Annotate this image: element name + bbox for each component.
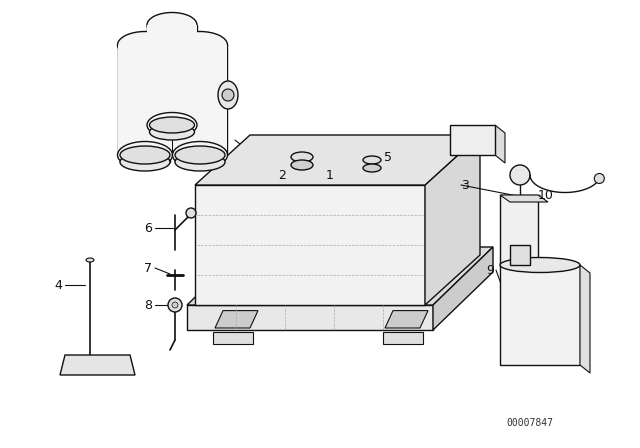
Polygon shape <box>187 305 433 330</box>
Ellipse shape <box>363 164 381 172</box>
Polygon shape <box>195 185 425 305</box>
Ellipse shape <box>150 124 195 140</box>
Polygon shape <box>187 247 493 305</box>
Text: 3: 3 <box>461 178 469 191</box>
Polygon shape <box>118 45 172 155</box>
Circle shape <box>222 89 234 101</box>
Text: 8: 8 <box>144 298 152 311</box>
Polygon shape <box>500 195 548 202</box>
Ellipse shape <box>147 13 197 38</box>
Polygon shape <box>433 247 493 330</box>
Polygon shape <box>383 332 423 344</box>
Text: 10: 10 <box>538 189 554 202</box>
Circle shape <box>510 165 530 185</box>
Circle shape <box>172 302 178 308</box>
Circle shape <box>595 173 604 184</box>
Ellipse shape <box>175 153 225 171</box>
Ellipse shape <box>291 152 313 162</box>
Polygon shape <box>195 135 480 185</box>
Text: 7: 7 <box>144 262 152 275</box>
Text: 5: 5 <box>384 151 392 164</box>
Polygon shape <box>60 355 135 375</box>
Polygon shape <box>495 125 505 163</box>
Ellipse shape <box>118 142 173 168</box>
Ellipse shape <box>186 208 196 218</box>
Text: 9: 9 <box>486 263 494 276</box>
Polygon shape <box>450 125 495 155</box>
Text: 6: 6 <box>144 221 152 234</box>
Ellipse shape <box>120 146 170 164</box>
Text: 2: 2 <box>278 168 286 181</box>
Polygon shape <box>510 245 530 265</box>
Ellipse shape <box>120 153 170 171</box>
Ellipse shape <box>150 117 195 133</box>
Ellipse shape <box>291 160 313 170</box>
Text: 4: 4 <box>54 279 62 292</box>
Circle shape <box>168 298 182 312</box>
Ellipse shape <box>173 142 227 168</box>
Polygon shape <box>500 265 580 365</box>
Text: 1: 1 <box>326 168 334 181</box>
Ellipse shape <box>218 81 238 109</box>
Polygon shape <box>385 310 428 328</box>
Polygon shape <box>147 25 197 125</box>
Ellipse shape <box>175 146 225 164</box>
Polygon shape <box>173 45 227 155</box>
Polygon shape <box>213 332 253 344</box>
Ellipse shape <box>500 258 580 272</box>
Ellipse shape <box>173 31 227 59</box>
Polygon shape <box>500 195 538 265</box>
Polygon shape <box>215 310 258 328</box>
Ellipse shape <box>118 31 173 59</box>
Polygon shape <box>580 265 590 373</box>
Text: 00007847: 00007847 <box>506 418 554 428</box>
Polygon shape <box>425 135 480 305</box>
Ellipse shape <box>86 258 94 262</box>
Ellipse shape <box>147 112 197 138</box>
Ellipse shape <box>363 156 381 164</box>
